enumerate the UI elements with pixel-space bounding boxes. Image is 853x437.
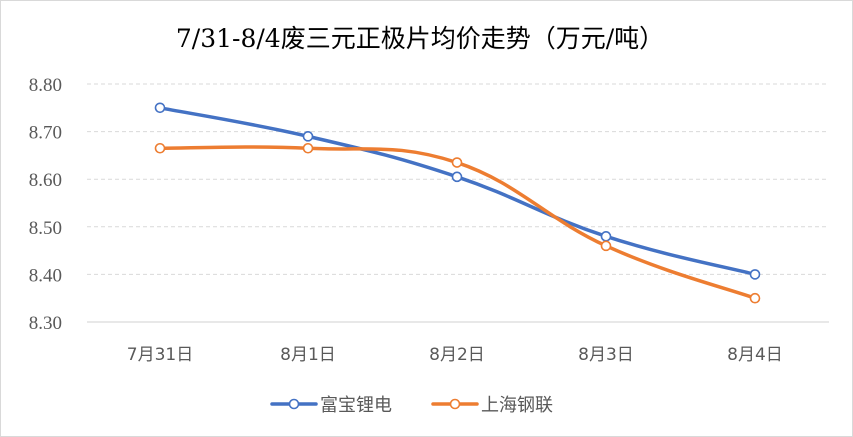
legend-swatch-marker: [449, 398, 461, 410]
series-line-2: [158, 145, 757, 300]
y-tick-label: 8.50: [29, 218, 62, 239]
x-tick-label: 8月3日: [578, 345, 634, 365]
data-point: [302, 142, 314, 154]
data-point: [302, 131, 314, 142]
data-point: [451, 157, 463, 168]
series-lines: [154, 102, 761, 304]
legend: 富宝锂电 上海钢联: [270, 395, 553, 416]
y-tick-label: 8.40: [29, 265, 62, 286]
x-tick-label: 7月31日: [127, 345, 193, 365]
data-point: [749, 269, 761, 280]
legend-swatch-marker: [288, 398, 300, 410]
data-point: [600, 240, 612, 252]
chart-title: 7/31-8/4废三元正极片均价走势（万元/吨）: [176, 24, 664, 53]
legend-label: 上海钢联: [481, 395, 553, 416]
data-point: [600, 231, 612, 242]
y-tick-label: 8.60: [29, 170, 62, 191]
data-point: [451, 171, 463, 183]
series-line-1: [158, 106, 757, 277]
x-axis-ticks: 7月31日 8月1日 8月2日 8月3日 8月4日: [127, 345, 783, 365]
data-point: [154, 142, 166, 154]
x-tick-label: 8月2日: [429, 345, 485, 365]
data-point: [749, 292, 761, 304]
legend-label: 富宝锂电: [320, 395, 392, 416]
x-tick-label: 8月1日: [280, 345, 336, 365]
y-axis-ticks: 8.30 8.40 8.50 8.60 8.70 8.80: [29, 75, 62, 334]
y-tick-label: 8.70: [29, 123, 62, 144]
x-tick-label: 8月4日: [727, 345, 783, 365]
data-point: [154, 102, 166, 114]
y-tick-label: 8.80: [29, 75, 62, 96]
y-tick-label: 8.30: [29, 313, 62, 334]
